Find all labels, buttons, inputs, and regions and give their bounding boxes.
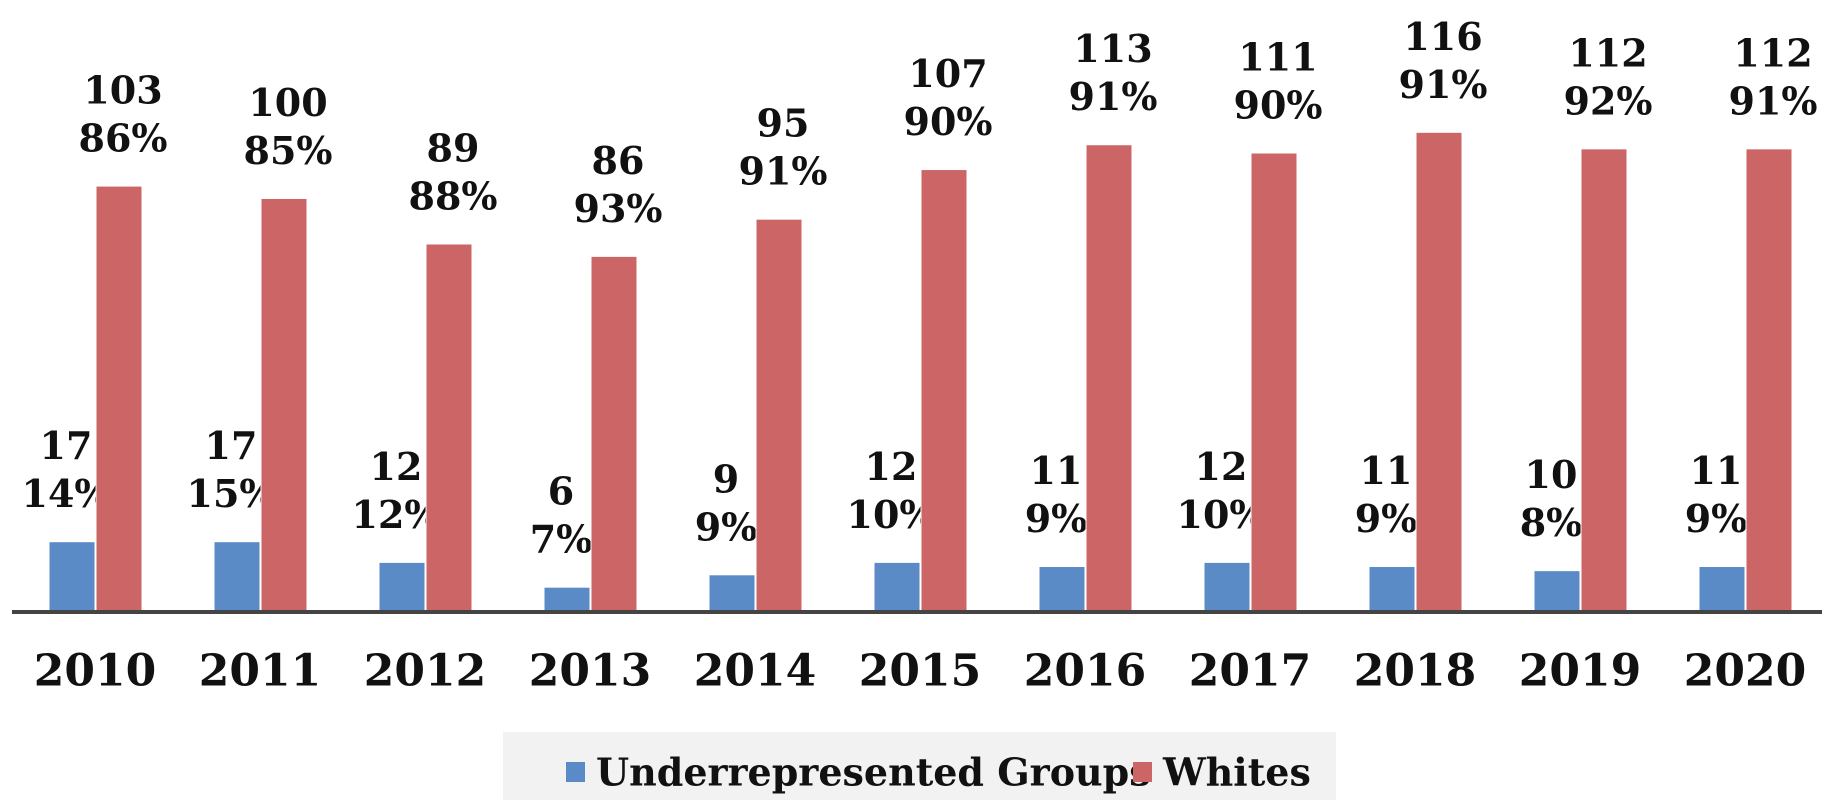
percent-label: 8% (1520, 500, 1583, 545)
percent-label: 9% (695, 504, 758, 549)
bar (543, 586, 591, 613)
percent-label: 9% (1685, 496, 1748, 541)
bar (708, 574, 756, 613)
x-tick-label: 2012 (364, 646, 486, 697)
data-label: 86 (592, 138, 645, 183)
bar (378, 561, 426, 613)
data-label: 10 (1525, 452, 1578, 497)
bar (755, 218, 803, 613)
bar (1745, 148, 1793, 613)
x-tick-label: 2017 (1189, 646, 1311, 697)
percent-label: 90% (904, 99, 993, 144)
data-label: 103 (83, 68, 162, 113)
percent-label: 9% (1025, 496, 1088, 541)
percent-label: 92% (1564, 78, 1653, 123)
percent-label: 93% (574, 186, 663, 231)
bar (48, 541, 96, 613)
bar (590, 255, 638, 613)
percent-label: 91% (1399, 62, 1488, 107)
bar (95, 185, 143, 613)
bar (260, 197, 308, 613)
bar (1250, 152, 1298, 613)
percent-label: 90% (1234, 83, 1323, 128)
x-tick-label: 2013 (529, 646, 651, 697)
data-label: 12 (865, 444, 918, 489)
legend-swatch (566, 762, 585, 782)
bar (1085, 144, 1133, 613)
bar (1203, 561, 1251, 613)
legend-label: Underrepresented Groups (596, 750, 1151, 795)
data-label: 9 (713, 456, 739, 501)
x-tick-label: 2019 (1519, 646, 1641, 697)
data-label: 112 (1568, 30, 1647, 75)
x-tick-label: 2015 (859, 646, 981, 697)
percent-label: 86% (79, 116, 168, 161)
data-label: 12 (1195, 444, 1248, 489)
x-tick-label: 2011 (199, 646, 321, 697)
data-label: 6 (548, 469, 574, 514)
bar (873, 561, 921, 613)
legend-box (503, 732, 1336, 800)
data-label: 111 (1238, 35, 1317, 80)
x-tick-label: 2018 (1354, 646, 1476, 697)
percent-label: 9% (1355, 496, 1418, 541)
data-label: 116 (1403, 14, 1482, 59)
percent-label: 91% (1069, 74, 1158, 119)
bar (425, 243, 473, 613)
x-tick-label: 2016 (1024, 646, 1146, 697)
percent-label: 91% (739, 149, 828, 194)
bar (920, 169, 968, 613)
percent-label: 7% (530, 517, 593, 562)
data-label: 17 (40, 423, 93, 468)
bar (1368, 566, 1416, 613)
bar (1580, 148, 1628, 613)
legend-label: Whites (1162, 750, 1311, 795)
data-label: 17 (205, 423, 258, 468)
data-label: 95 (757, 101, 810, 146)
percent-label: 91% (1729, 78, 1818, 123)
data-label: 11 (1690, 448, 1743, 493)
data-label: 11 (1360, 448, 1413, 493)
data-label: 89 (427, 125, 480, 170)
data-label: 107 (908, 51, 987, 96)
x-tick-label: 2010 (34, 646, 156, 697)
data-label: 11 (1030, 448, 1083, 493)
bar (1698, 566, 1746, 613)
data-label: 12 (370, 444, 423, 489)
percent-label: 88% (409, 173, 498, 218)
data-label: 100 (248, 80, 327, 125)
data-label: 112 (1733, 30, 1812, 75)
data-label: 113 (1073, 26, 1152, 71)
bar (1533, 570, 1581, 613)
x-tick-label: 2020 (1684, 646, 1806, 697)
bar (1038, 566, 1086, 613)
x-tick-label: 2014 (694, 646, 816, 697)
bar (1415, 131, 1463, 613)
percent-label: 85% (244, 128, 333, 173)
legend-swatch (1133, 762, 1152, 782)
bar (213, 541, 261, 613)
